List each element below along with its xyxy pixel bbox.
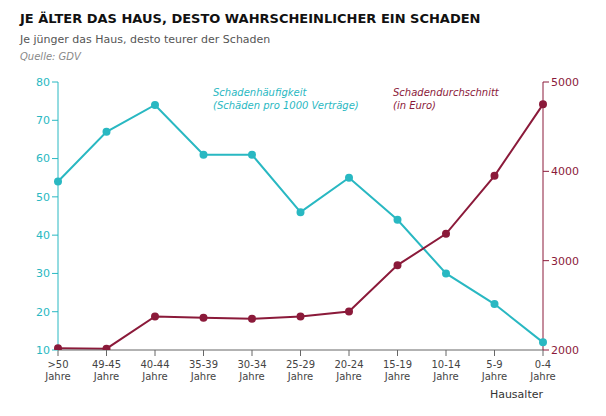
svg-text:80: 80 [36,76,50,89]
svg-text:Hausalter: Hausalter [490,388,544,401]
svg-text:20-24Jahre: 20-24Jahre [334,359,363,382]
svg-text:70: 70 [36,114,50,127]
svg-text:25-29Jahre: 25-29Jahre [286,359,315,382]
svg-text:5000: 5000 [551,76,579,89]
svg-text:0-4Jahre: 0-4Jahre [529,359,555,382]
svg-text:20: 20 [36,306,50,319]
html-text:Quelle: GDV: Quelle: GDV [20,51,81,62]
svg-text:50: 50 [36,191,50,204]
svg-text:2000: 2000 [551,344,579,357]
svg-text:10-14Jahre: 10-14Jahre [431,359,460,382]
svg-text:30: 30 [36,267,50,280]
html-text:Schadenhäufigkeit: Schadenhäufigkeit [213,87,307,98]
html-text:(Schäden pro 1000 Verträge): (Schäden pro 1000 Verträge) [213,100,359,111]
svg-text:35-39Jahre: 35-39Jahre [189,359,218,382]
svg-text:60: 60 [36,152,50,165]
html-text:(in Euro): (in Euro) [393,100,436,111]
svg-text:15-19Jahre: 15-19Jahre [383,359,412,382]
svg-text:40: 40 [36,229,50,242]
html-text:JE ÄLTER DAS HAUS, DESTO WAHRS: JE ÄLTER DAS HAUS, DESTO WAHRSCHEINLICHE… [20,11,481,26]
html-text:Je jünger das Haus, desto teur: Je jünger das Haus, desto teurer der Sch… [20,33,271,46]
svg-text:3000: 3000 [551,255,579,268]
svg-text:5-9Jahre: 5-9Jahre [481,359,507,382]
svg-text:30-34Jahre: 30-34Jahre [237,359,266,382]
svg-text:10: 10 [36,344,50,357]
svg-text:>50Jahre: >50Jahre [44,359,70,382]
html-text:Schadendurchschnitt: Schadendurchschnitt [393,87,499,98]
svg-text:49-45Jahre: 49-45Jahre [92,359,121,382]
svg-text:40-44Jahre: 40-44Jahre [140,359,169,382]
svg-text:4000: 4000 [551,165,579,178]
